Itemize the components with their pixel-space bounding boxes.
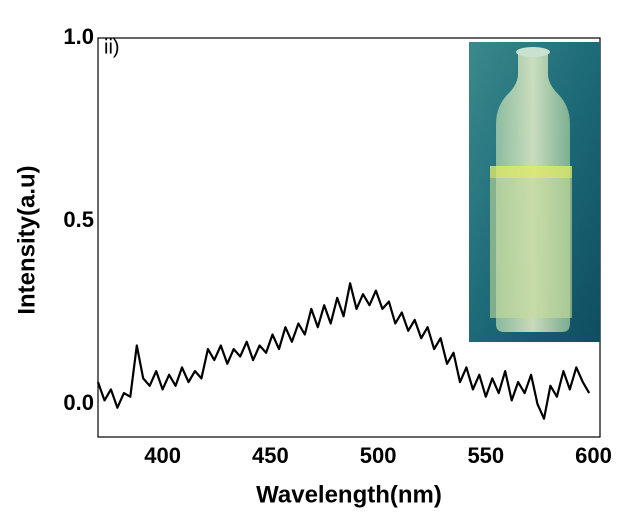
annotation: ii) [104, 36, 120, 58]
y-axis-label: Intensity(a.u) [13, 165, 40, 314]
x-tick-label: 400 [144, 443, 181, 468]
x-axis-label: Wavelength(nm) [256, 481, 442, 508]
x-tick-label: 450 [252, 443, 289, 468]
y-tick-label: 1.0 [63, 24, 94, 49]
y-tick-label: 0.5 [63, 207, 94, 232]
x-tick-label: 600 [575, 443, 612, 468]
data-line [96, 282, 591, 420]
inset-photo [469, 42, 600, 342]
y-tick-label: 0.0 [63, 390, 94, 415]
x-tick-label: 550 [467, 443, 504, 468]
x-tick-label: 500 [360, 443, 397, 468]
